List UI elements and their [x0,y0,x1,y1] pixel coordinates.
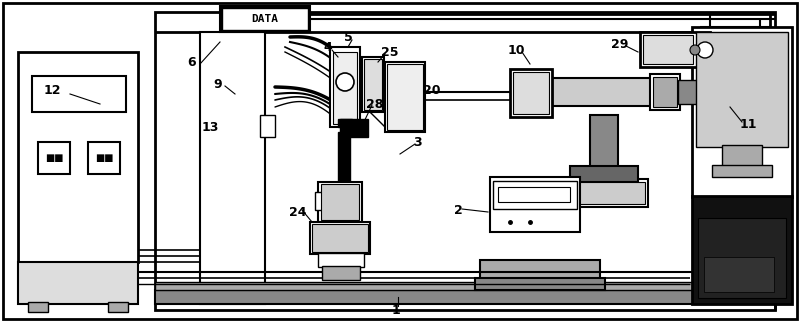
Bar [32,76,126,112]
Bar [692,196,792,304]
Bar [678,80,698,104]
Bar [338,119,352,127]
Bar [315,192,323,210]
Bar [490,177,580,232]
Bar [692,27,792,197]
Text: 29: 29 [611,37,629,51]
Bar [200,32,265,304]
Bar [712,165,772,177]
Bar [498,187,570,202]
Bar [510,69,552,117]
Bar [18,52,138,262]
Bar [155,282,775,290]
Text: ■■: ■■ [45,153,63,163]
Bar [312,224,368,252]
Bar [475,278,605,290]
Bar [570,166,638,182]
Bar [18,262,138,304]
Bar [653,77,677,107]
Text: 20: 20 [423,83,441,97]
Bar [330,47,360,127]
Text: 2: 2 [454,204,462,216]
Bar [260,115,275,137]
Bar [155,290,775,304]
Text: 24: 24 [290,205,306,219]
Bar [696,32,788,147]
Bar [722,145,762,167]
Text: 4: 4 [324,41,332,53]
Bar [643,35,693,64]
Text: 12: 12 [43,83,61,97]
Bar [513,72,549,114]
Bar [220,6,310,32]
Bar [318,182,362,222]
Bar [362,57,384,112]
Text: 28: 28 [366,98,384,110]
Bar [385,62,425,132]
Circle shape [697,42,713,58]
Bar [321,184,359,220]
Bar [322,266,360,280]
Bar [38,142,70,174]
Bar [28,302,48,312]
Bar [338,132,350,182]
Text: 10: 10 [507,43,525,56]
Bar [387,64,423,130]
Bar [340,119,368,137]
Bar [222,8,308,30]
Text: 9: 9 [214,78,222,90]
Text: 6: 6 [188,55,196,69]
Text: 3: 3 [414,136,422,148]
Bar [650,74,680,110]
Bar [493,181,577,209]
Text: 13: 13 [202,120,218,134]
Text: 5: 5 [344,31,352,43]
Bar [108,302,128,312]
Bar [698,218,786,298]
Bar [552,78,652,106]
Bar [563,182,645,204]
Circle shape [336,73,354,91]
Bar [364,59,382,110]
Bar [590,115,618,167]
Bar [310,222,370,254]
Text: DATA: DATA [251,14,278,24]
Bar [155,12,775,310]
Text: 11: 11 [739,118,757,130]
Bar [88,142,120,174]
Bar [560,179,648,207]
Bar [640,32,710,67]
Bar [318,253,364,267]
Circle shape [690,45,700,55]
Bar [480,260,600,280]
Bar [704,257,774,292]
Text: 1: 1 [392,304,400,317]
Text: 25: 25 [382,45,398,59]
Text: ■■: ■■ [94,153,114,163]
Bar [333,52,357,124]
